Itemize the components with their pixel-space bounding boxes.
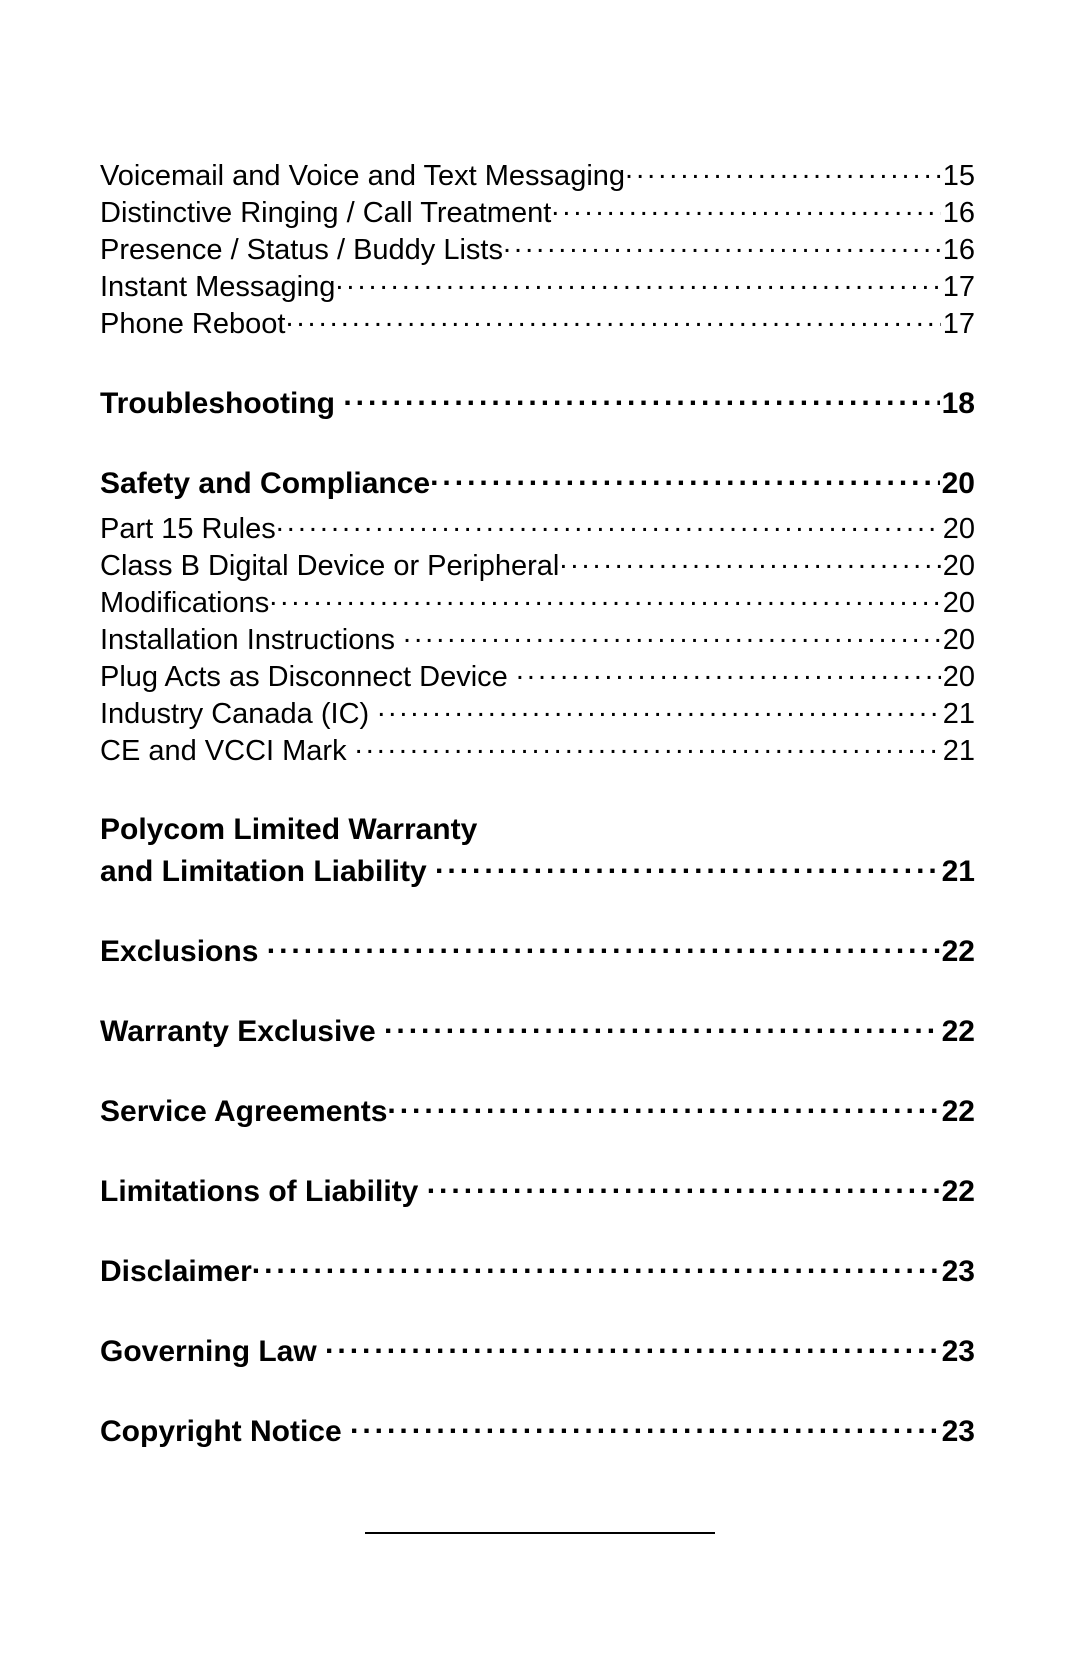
toc-entry-title: Phone Reboot: [100, 310, 285, 339]
toc-entry-title: Distinctive Ringing / Call Treatment: [100, 199, 551, 228]
toc-section-governing-law: Governing Law 23: [100, 1331, 975, 1367]
toc-entry-title: Instant Messaging: [100, 273, 335, 302]
toc-section-safety: Safety and Compliance 20: [100, 463, 975, 499]
toc-sub-entry: Plug Acts as Disconnect Device 20: [100, 657, 975, 692]
toc-entry-title: Troubleshooting: [100, 389, 335, 419]
toc-sub-entry: Presence / Status / Buddy Lists 16: [100, 230, 975, 265]
toc-leader-dots: [430, 463, 940, 493]
toc-entry-page: 21: [941, 700, 975, 729]
toc-entry-page: 20: [941, 552, 975, 581]
toc-leader-dots: [276, 509, 941, 538]
toc-entry-title: Voicemail and Voice and Text Messaging: [100, 162, 625, 191]
toc-entry-title: Limitations of Liability: [100, 1177, 418, 1207]
toc-entry-title: CE and VCCI Mark: [100, 737, 347, 766]
toc-entry-title: Presence / Status / Buddy Lists: [100, 236, 503, 265]
toc-entry-page: 18: [940, 389, 975, 419]
toc-entry-title: Industry Canada (IC): [100, 700, 369, 729]
toc-leader-dots: [355, 731, 941, 760]
toc-sub-entry: CE and VCCI Mark 21: [100, 731, 975, 766]
toc-leader-dots: [551, 193, 940, 222]
toc-entry-page: 22: [940, 1177, 975, 1207]
toc-leader-dots: [350, 1411, 940, 1441]
toc-leader-dots: [427, 1171, 940, 1201]
toc-section-troubleshooting: Troubleshooting 18: [100, 383, 975, 419]
toc-sub-entry: Part 15 Rules 20: [100, 509, 975, 544]
toc-entry-page: 20: [941, 663, 975, 692]
toc-leader-dots: [269, 583, 940, 612]
toc-sub-entry: Industry Canada (IC) 21: [100, 694, 975, 729]
toc-leader-dots: [435, 851, 940, 881]
toc-leader-dots: [387, 1091, 939, 1121]
toc-section-warranty: Polycom Limited Warranty and Limitation …: [100, 810, 975, 887]
toc-leader-dots: [503, 230, 941, 259]
toc-entry-page: 23: [940, 1337, 975, 1367]
toc-leader-dots: [335, 267, 940, 296]
toc-entry-title: Class B Digital Device or Peripheral: [100, 552, 559, 581]
toc-sub-entry: Installation Instructions 20: [100, 620, 975, 655]
toc-leader-dots: [343, 383, 939, 413]
toc-entry-title: Copyright Notice: [100, 1417, 342, 1447]
footer-rule: [365, 1532, 715, 1534]
toc-sub-entry: Class B Digital Device or Peripheral 20: [100, 546, 975, 581]
toc-sub-entry: Instant Messaging 17: [100, 267, 975, 302]
toc-leader-dots: [325, 1331, 940, 1361]
toc-entry-page: 20: [941, 515, 975, 544]
toc-entry-page: 23: [940, 1257, 975, 1287]
toc-leader-dots: [403, 620, 941, 649]
toc-leader-dots: [285, 304, 940, 333]
toc-section-disclaimer: Disclaimer 23: [100, 1251, 975, 1287]
toc-leader-dots: [516, 657, 941, 686]
toc-section-copyright: Copyright Notice 23: [100, 1411, 975, 1447]
toc-entry-title: Plug Acts as Disconnect Device: [100, 663, 508, 692]
toc-entry-page: 16: [941, 199, 975, 228]
toc-entry-page: 20: [941, 626, 975, 655]
toc-entry-title: Exclusions: [100, 937, 258, 967]
toc-section-exclusions: Exclusions 22: [100, 931, 975, 967]
toc-entry-page: 20: [941, 589, 975, 618]
toc-sub-entry: Modifications 20: [100, 583, 975, 618]
toc-entry-page: 22: [940, 1017, 975, 1047]
toc-section-warranty-exclusive: Warranty Exclusive 22: [100, 1011, 975, 1047]
toc-entry-title: Warranty Exclusive: [100, 1017, 376, 1047]
toc-entry-page: 22: [940, 937, 975, 967]
toc-entry-page: 21: [941, 737, 975, 766]
toc-entry-title: Disclaimer: [100, 1257, 252, 1287]
toc-entry-title: Part 15 Rules: [100, 515, 276, 544]
toc-leader-dots: [377, 694, 941, 723]
toc-entry-title: Installation Instructions: [100, 626, 395, 655]
toc-entry-page: 17: [941, 273, 975, 302]
toc-entry-page: 23: [940, 1417, 975, 1447]
toc-entry-page: 21: [940, 857, 975, 887]
toc-entry-title: Service Agreements: [100, 1097, 387, 1127]
toc-entry-page: 16: [941, 236, 975, 265]
toc-entry-page: 15: [941, 162, 975, 191]
toc-entry-title: Modifications: [100, 589, 269, 618]
toc-entry-title-line1: Polycom Limited Warranty: [100, 810, 975, 851]
toc-entry-title-line2-row: and Limitation Liability 21: [100, 851, 975, 887]
toc-entry-title: Safety and Compliance: [100, 469, 430, 499]
toc-page: Voicemail and Voice and Text Messaging 1…: [0, 0, 1080, 1669]
toc-leader-dots: [625, 156, 941, 185]
toc-leader-dots: [267, 931, 940, 961]
toc-leader-dots: [559, 546, 940, 575]
toc-entry-title: Governing Law: [100, 1337, 317, 1367]
toc-entry-page: 20: [940, 469, 975, 499]
toc-sub-entry: Phone Reboot 17: [100, 304, 975, 339]
toc-entry-page: 22: [940, 1097, 975, 1127]
toc-section-service-agreements: Service Agreements 22: [100, 1091, 975, 1127]
toc-leader-dots: [384, 1011, 940, 1041]
toc-section-limitations: Limitations of Liability 22: [100, 1171, 975, 1207]
toc-entry-page: 17: [941, 310, 975, 339]
toc-sub-entry: Distinctive Ringing / Call Treatment 16: [100, 193, 975, 228]
toc-entry-title-line2: and Limitation Liability: [100, 857, 427, 887]
toc-sub-entry: Voicemail and Voice and Text Messaging 1…: [100, 156, 975, 191]
toc-leader-dots: [252, 1251, 940, 1281]
